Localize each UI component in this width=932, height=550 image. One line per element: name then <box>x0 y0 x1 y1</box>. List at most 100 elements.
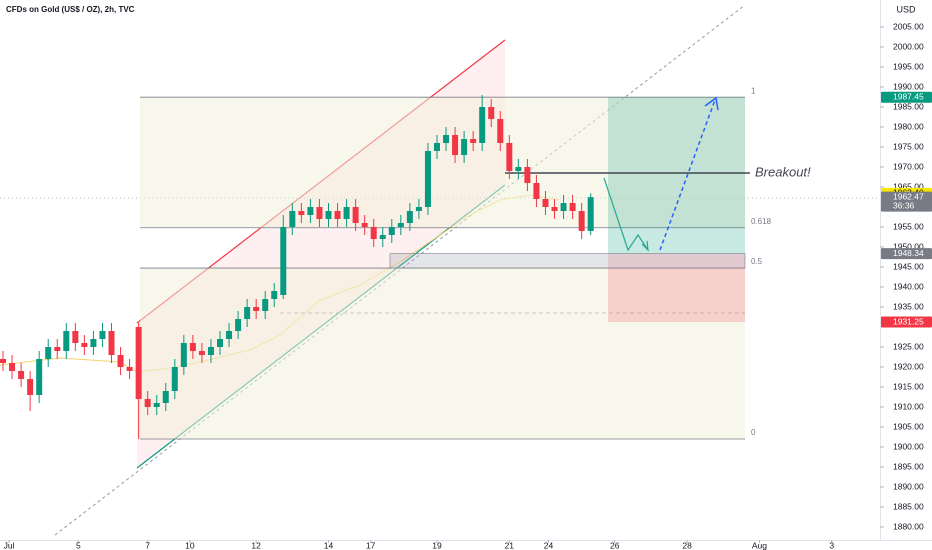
y-tick-label: 1890.00 <box>893 481 924 491</box>
last-price-box <box>881 191 932 212</box>
candle-body <box>0 359 7 363</box>
y-tick-label: 1900.00 <box>893 441 924 451</box>
fib-label: 0.5 <box>751 257 763 266</box>
candle-body <box>207 347 214 355</box>
candle-body <box>45 347 52 359</box>
candle-body <box>415 207 422 211</box>
candle-body <box>388 227 395 235</box>
candle-body <box>171 367 178 391</box>
candle-body <box>144 399 151 407</box>
candle-body <box>90 339 97 347</box>
fib-label: 0.618 <box>751 217 772 226</box>
countdown: 36:36 <box>893 200 915 210</box>
candle-body <box>578 211 585 231</box>
median-line <box>54 4 746 536</box>
fib-label: 0 <box>751 428 756 437</box>
candle-body <box>352 207 359 223</box>
candle-body <box>461 139 468 155</box>
fib-label: 1 <box>751 86 756 95</box>
candle-body <box>108 331 115 355</box>
candle-body <box>117 355 124 367</box>
y-tick-label: 1990.00 <box>893 81 924 91</box>
candle-body <box>81 343 88 347</box>
y-tick-label: 1905.00 <box>893 421 924 431</box>
x-tick-label: 7 <box>145 540 150 550</box>
target-arrow <box>659 99 716 251</box>
candle-body <box>226 331 233 339</box>
candle-body <box>72 331 79 343</box>
candle-body <box>334 211 341 219</box>
candle-body <box>280 227 287 295</box>
x-tick-label: Aug <box>752 540 767 550</box>
y-tick-label: 1910.00 <box>893 401 924 411</box>
x-tick-label: Jul <box>4 540 15 550</box>
candle-body <box>488 107 495 119</box>
candle-body <box>406 211 413 223</box>
x-tick-label: 5 <box>76 540 81 550</box>
y-tick-label: 1970.00 <box>893 161 924 171</box>
x-tick-label: 19 <box>432 540 442 550</box>
candle-body <box>244 307 251 319</box>
candle-body <box>253 307 260 311</box>
y-tick-label: 1935.00 <box>893 301 924 311</box>
y-tick-label: 1975.00 <box>893 141 924 151</box>
y-tick-label: 2005.00 <box>893 21 924 31</box>
candle-body <box>560 203 567 211</box>
candle-body <box>289 211 296 227</box>
last-price: 1962.47 <box>893 191 924 201</box>
candle-body <box>135 327 142 399</box>
candle-body <box>370 227 377 239</box>
arrows <box>603 96 719 252</box>
candle-body <box>479 107 486 143</box>
fib-band <box>140 268 745 439</box>
candle-body <box>54 347 61 351</box>
candle-body <box>235 319 242 331</box>
candle-body <box>542 199 549 207</box>
candle-body <box>262 299 269 311</box>
candle-body <box>470 139 477 143</box>
y-tick-label: 1915.00 <box>893 381 924 391</box>
axes: 2005.00 2000.00 1995.00 1990.00 1985.00 1980.… <box>4 21 932 550</box>
x-tick-label: 17 <box>366 540 376 550</box>
x-tick-label: 26 <box>610 540 620 550</box>
candle-body <box>343 207 350 219</box>
y-tick-label: 1965.00 <box>893 181 924 191</box>
profit-zone <box>608 97 745 254</box>
candle-body <box>524 167 531 183</box>
price-label: 1987.45 <box>893 91 924 101</box>
candle-body <box>307 207 314 215</box>
price-label-box <box>881 316 932 328</box>
price-label: 1931.25 <box>893 316 924 326</box>
long-position: Breakout! <box>389 97 811 322</box>
y-tick-label: 1995.00 <box>893 61 924 71</box>
y-tick-label: 1885.00 <box>893 501 924 511</box>
candle-body <box>271 291 278 299</box>
candle-body <box>162 391 169 403</box>
breakout-label: Breakout! <box>755 164 811 179</box>
candle-body <box>379 235 386 239</box>
y-tick-label: 1950.00 <box>893 241 924 251</box>
price-label: 1948.34 <box>893 248 924 258</box>
candle-body <box>63 331 70 351</box>
candle-body <box>189 343 196 351</box>
x-tick-label: 10 <box>185 540 195 550</box>
candle-body <box>99 331 106 339</box>
arrow-head <box>641 240 649 252</box>
candle-body <box>361 223 368 227</box>
candle-body <box>198 351 205 355</box>
candle-body <box>316 207 323 219</box>
currency: USD <box>896 4 916 14</box>
x-tick-label: 12 <box>251 540 261 550</box>
x-tick-label: 24 <box>544 540 554 550</box>
candle-body <box>36 359 43 395</box>
candle-body <box>569 203 576 211</box>
y-tick-label: 1955.00 <box>893 221 924 231</box>
x-tick-label: 28 <box>682 540 692 550</box>
candle-body <box>424 151 431 207</box>
candle-body <box>298 211 305 215</box>
candle-body <box>217 339 223 347</box>
candle-body <box>452 135 459 155</box>
candles <box>0 95 594 439</box>
candle-body <box>18 371 25 379</box>
x-tick-label: 3 <box>829 540 834 550</box>
